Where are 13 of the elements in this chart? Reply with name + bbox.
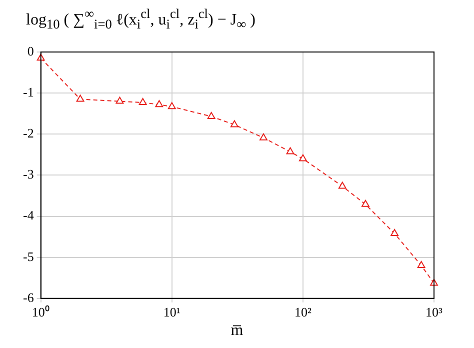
x-axis-title: m̅ <box>230 322 244 340</box>
y-tick-label: -4 <box>22 208 34 223</box>
y-tick-label: -5 <box>22 248 34 264</box>
x-tick-label: 10² <box>294 304 312 320</box>
x-tick-label: 10³ <box>426 304 443 320</box>
y-tick-label: 0 <box>27 43 34 58</box>
x-tick-label: 10⁰ <box>32 304 50 320</box>
y-tick-label: -3 <box>22 166 34 182</box>
y-tick-label: -1 <box>22 84 34 100</box>
x-tick-label: 10¹ <box>163 304 180 320</box>
y-tick-label: -2 <box>22 126 34 141</box>
y-tick-label: -6 <box>22 290 34 305</box>
text: log$_{10}$ ( ∑$^{∞}$$_{i=0}$ ℓ(x$_{i}$$^{cl}$, u$_{i}$$^{cl}$, z$_{i}$$^{cl}$) − J$_{∞}$ ) <box>26 6 256 32</box>
